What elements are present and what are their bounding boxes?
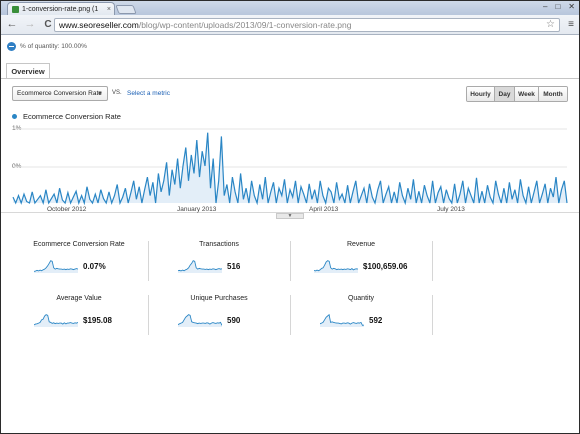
select-metric-link[interactable]: Select a metric: [127, 90, 170, 97]
forward-button[interactable]: →: [24, 18, 36, 30]
sparkline-line: [34, 314, 78, 326]
segment-label: % of quantity: 100.00%: [20, 43, 87, 50]
sparkline-area: [34, 314, 78, 327]
browser-toolbar: ← → C www.seoreseller.com/blog/wp-conten…: [1, 15, 579, 35]
scorecard-unique-purchases[interactable]: Unique Purchases 590: [149, 295, 289, 341]
sparkline-area: [178, 314, 222, 327]
scorecard-value: $195.08: [83, 316, 112, 325]
sparkline-line: [314, 260, 358, 272]
scorecard-title: Transactions: [199, 241, 239, 248]
scorecard-divider: [432, 241, 433, 281]
chart-legend: Ecommerce Conversion Rate: [12, 112, 121, 121]
period-day-button[interactable]: Day: [495, 87, 515, 101]
chart-resize-handle[interactable]: ▼: [276, 213, 304, 219]
menu-icon[interactable]: ≡: [568, 19, 574, 30]
address-bar[interactable]: www.seoreseller.com/blog/wp-content/uplo…: [54, 18, 560, 32]
x-tick-label: October 2012: [47, 206, 87, 213]
chart-baseline: [1, 212, 579, 213]
scorecard-value: $100,659.06: [363, 262, 408, 271]
sparkline: [34, 260, 78, 273]
sparkline-line: [178, 314, 222, 326]
close-window-button[interactable]: ✕: [568, 2, 575, 11]
caret-down-icon: ▼: [97, 91, 103, 97]
sparkline-line: [34, 260, 78, 272]
sparkline: [178, 260, 222, 273]
maximize-button[interactable]: □: [555, 2, 561, 11]
scorecard-conversion-rate[interactable]: Ecommerce Conversion Rate 0.07%: [9, 241, 149, 287]
scorecard-average-value[interactable]: Average Value $195.08: [9, 295, 149, 341]
legend-label: Ecommerce Conversion Rate: [23, 112, 121, 121]
metric-dropdown-value: Ecommerce Conversion Rate: [17, 90, 102, 97]
scorecard-revenue[interactable]: Revenue $100,659.06: [291, 241, 431, 287]
scorecard-transactions[interactable]: Transactions 516: [149, 241, 289, 287]
sparkline-area: [178, 260, 222, 273]
favicon-icon: [12, 5, 19, 13]
url-path: /blog/wp-content/uploads/2013/09/1-conve…: [138, 20, 352, 30]
scorecard-title: Revenue: [346, 241, 376, 248]
tab-overview[interactable]: Overview: [6, 63, 50, 79]
period-week-button[interactable]: Week: [515, 87, 539, 101]
series-line: [12, 132, 568, 206]
scorecard-divider: [290, 241, 291, 281]
scorecard-value: 0.07%: [83, 262, 106, 271]
tab-title: 1-conversion-rate.png (1: [22, 5, 99, 13]
conversion-rate-chart: [12, 128, 568, 206]
legend-dot-icon: [12, 114, 17, 119]
segment-indicator: % of quantity: 100.00%: [7, 42, 87, 51]
x-tick-label: January 2013: [177, 206, 217, 213]
scorecard-divider: [148, 295, 149, 335]
scorecard-divider: [148, 241, 149, 281]
reload-button[interactable]: C: [44, 18, 52, 30]
tab-divider: [1, 78, 579, 79]
period-hourly-button[interactable]: Hourly: [467, 87, 495, 101]
scorecard-divider: [432, 295, 433, 335]
back-button[interactable]: ←: [6, 18, 18, 30]
title-bar: 1-conversion-rate.png (1 × – □ ✕: [1, 1, 579, 15]
sparkline-line: [178, 260, 222, 272]
new-tab-button[interactable]: [115, 5, 137, 14]
scorecard-quantity[interactable]: Quantity 592: [291, 295, 431, 341]
scorecard-title: Quantity: [347, 295, 375, 302]
x-tick-label: April 2013: [309, 206, 339, 213]
vs-label: VS.: [112, 90, 122, 96]
sparkline-area: [320, 314, 364, 327]
scorecard-title: Ecommerce Conversion Rate: [33, 241, 125, 248]
sparkline: [178, 314, 222, 327]
browser-tab[interactable]: 1-conversion-rate.png (1 ×: [7, 2, 115, 15]
period-toggle: Hourly Day Week Month: [466, 86, 568, 102]
sparkline: [34, 314, 78, 327]
metric-dropdown[interactable]: Ecommerce Conversion Rate ▼: [12, 86, 108, 101]
bookmark-star-icon[interactable]: ☆: [546, 19, 555, 30]
minimize-button[interactable]: –: [543, 2, 548, 11]
sparkline-area: [314, 260, 358, 273]
scorecard-title: Unique Purchases: [190, 295, 248, 302]
scorecard-value: 592: [369, 316, 383, 325]
scorecard-value: 590: [227, 316, 241, 325]
url-host: www.seoreseller.com: [59, 20, 139, 30]
scorecard-value: 516: [227, 262, 241, 271]
scorecard-title: Average Value: [56, 295, 102, 302]
period-month-button[interactable]: Month: [539, 87, 567, 101]
sparkline: [320, 313, 364, 327]
tab-close-icon[interactable]: ×: [106, 5, 111, 13]
sparkline: [314, 260, 358, 273]
segment-circle-icon[interactable]: [7, 42, 16, 51]
window-controls: – □ ✕: [543, 2, 575, 11]
scorecard-divider: [290, 295, 291, 335]
x-tick-label: July 2013: [437, 206, 465, 213]
sparkline-area: [34, 260, 78, 273]
sparkline-line: [320, 313, 364, 326]
